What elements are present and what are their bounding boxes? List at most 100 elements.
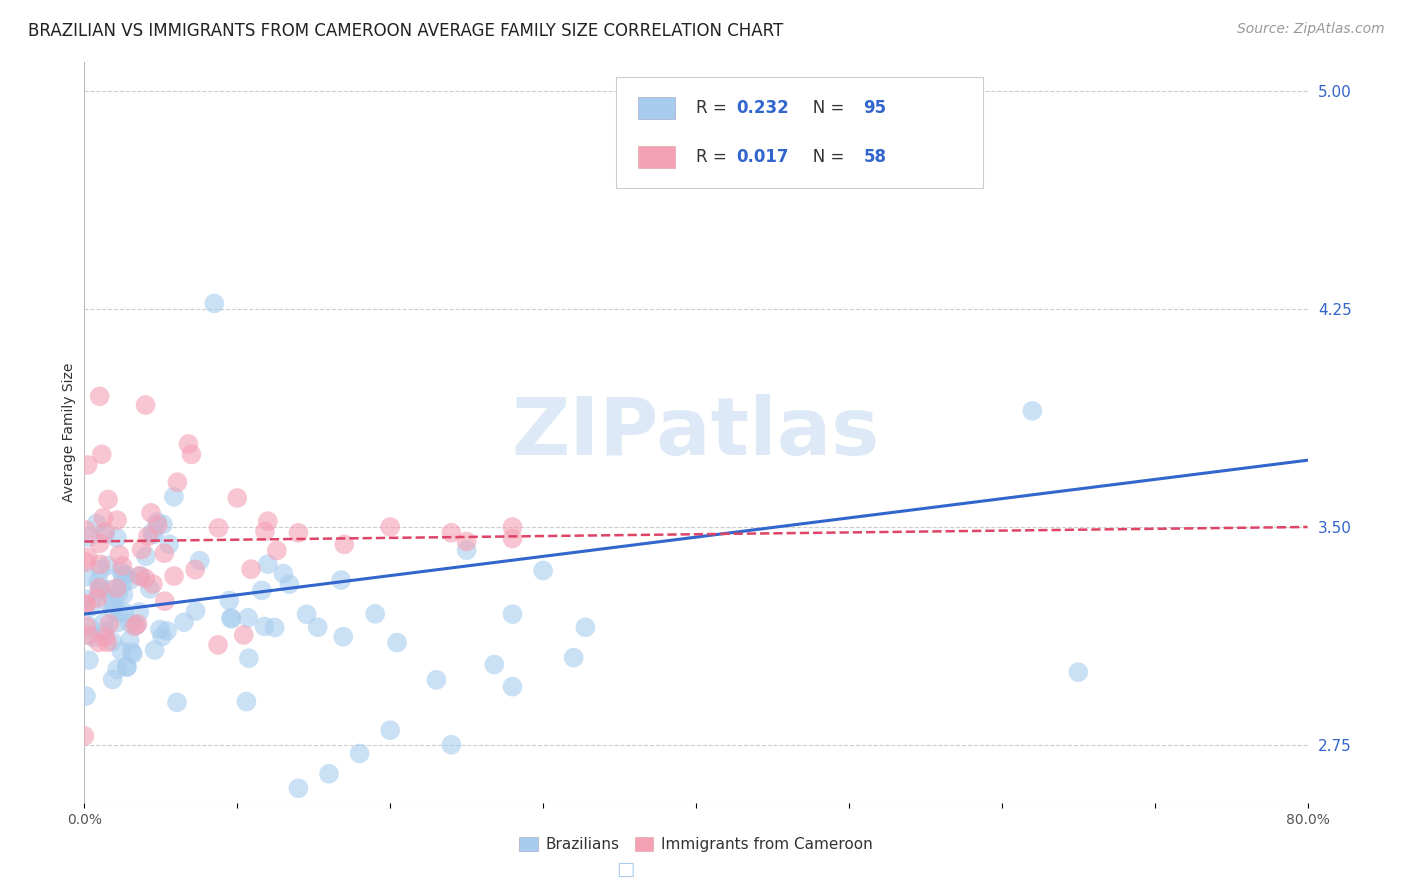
Point bbox=[502, 680, 524, 694]
Point bbox=[257, 514, 280, 528]
Point bbox=[177, 437, 200, 451]
Point bbox=[110, 565, 132, 579]
Text: 58: 58 bbox=[863, 148, 887, 166]
Point bbox=[105, 513, 128, 527]
Point bbox=[188, 554, 211, 568]
Point bbox=[278, 577, 301, 591]
Point bbox=[253, 524, 276, 539]
Point bbox=[219, 611, 242, 625]
Point bbox=[287, 781, 309, 796]
Point bbox=[562, 650, 585, 665]
Point bbox=[236, 611, 259, 625]
Point bbox=[115, 659, 138, 673]
Point bbox=[111, 568, 134, 582]
Point bbox=[318, 766, 340, 780]
Text: 95: 95 bbox=[863, 99, 887, 118]
Point bbox=[108, 606, 131, 620]
Point bbox=[349, 747, 371, 761]
Point bbox=[142, 577, 165, 591]
Point bbox=[207, 521, 229, 535]
Text: N =: N = bbox=[797, 99, 851, 118]
Text: N =: N = bbox=[797, 148, 851, 166]
Point bbox=[156, 624, 179, 638]
Point bbox=[266, 543, 288, 558]
Point bbox=[112, 587, 135, 601]
Point bbox=[218, 593, 240, 607]
Point bbox=[107, 586, 129, 600]
Point bbox=[173, 615, 195, 630]
Point bbox=[89, 581, 111, 595]
Point bbox=[380, 520, 402, 534]
Point bbox=[108, 548, 131, 562]
FancyBboxPatch shape bbox=[616, 78, 983, 188]
Text: 0.232: 0.232 bbox=[737, 99, 789, 118]
Point bbox=[141, 525, 163, 540]
Point bbox=[77, 550, 100, 565]
Point bbox=[87, 635, 110, 649]
Point bbox=[425, 673, 447, 687]
Point bbox=[135, 398, 157, 412]
Point bbox=[114, 567, 136, 582]
Point bbox=[287, 525, 309, 540]
Point bbox=[202, 296, 225, 310]
Point bbox=[93, 624, 115, 639]
Point bbox=[94, 630, 117, 644]
Point bbox=[364, 607, 387, 621]
Point bbox=[91, 510, 114, 524]
Point bbox=[127, 616, 149, 631]
Point bbox=[89, 558, 111, 572]
Point bbox=[76, 570, 98, 584]
Point bbox=[574, 620, 596, 634]
Point bbox=[136, 529, 159, 543]
Point bbox=[103, 596, 125, 610]
Point bbox=[96, 558, 118, 573]
Point bbox=[502, 520, 524, 534]
Text: R =: R = bbox=[696, 148, 733, 166]
Point bbox=[96, 635, 118, 649]
Point bbox=[166, 475, 188, 490]
Point bbox=[118, 633, 141, 648]
Point bbox=[124, 619, 146, 633]
Point bbox=[98, 617, 121, 632]
Point bbox=[87, 574, 110, 589]
Point bbox=[94, 524, 117, 539]
Point bbox=[332, 630, 354, 644]
Point bbox=[86, 591, 108, 605]
Point bbox=[105, 531, 128, 545]
Point bbox=[143, 643, 166, 657]
Point bbox=[75, 592, 97, 607]
Point bbox=[75, 619, 97, 633]
Point bbox=[135, 549, 157, 563]
Point bbox=[502, 607, 524, 621]
Text: BRAZILIAN VS IMMIGRANTS FROM CAMEROON AVERAGE FAMILY SIZE CORRELATION CHART: BRAZILIAN VS IMMIGRANTS FROM CAMEROON AV… bbox=[28, 22, 783, 40]
Point bbox=[89, 581, 111, 595]
Point bbox=[101, 673, 124, 687]
Point bbox=[100, 582, 122, 597]
Text: □: □ bbox=[616, 860, 636, 879]
Point bbox=[77, 530, 100, 544]
Point bbox=[330, 573, 353, 587]
Point bbox=[101, 602, 124, 616]
Point bbox=[129, 569, 152, 583]
Point bbox=[101, 634, 124, 648]
Point bbox=[152, 517, 174, 532]
Point bbox=[105, 662, 128, 676]
Point bbox=[86, 516, 108, 531]
Point bbox=[263, 621, 285, 635]
Point bbox=[221, 612, 243, 626]
Y-axis label: Average Family Size: Average Family Size bbox=[62, 363, 76, 502]
Point bbox=[90, 563, 112, 577]
Point bbox=[502, 532, 524, 546]
Point bbox=[146, 515, 169, 529]
Point bbox=[90, 447, 112, 461]
Point bbox=[153, 594, 176, 608]
Point bbox=[115, 660, 138, 674]
Point bbox=[1021, 404, 1043, 418]
Point bbox=[118, 616, 141, 631]
Point bbox=[380, 723, 402, 738]
Point bbox=[128, 569, 150, 583]
Point bbox=[134, 571, 156, 585]
Point bbox=[531, 564, 554, 578]
Point bbox=[385, 635, 408, 649]
Point bbox=[105, 581, 128, 595]
